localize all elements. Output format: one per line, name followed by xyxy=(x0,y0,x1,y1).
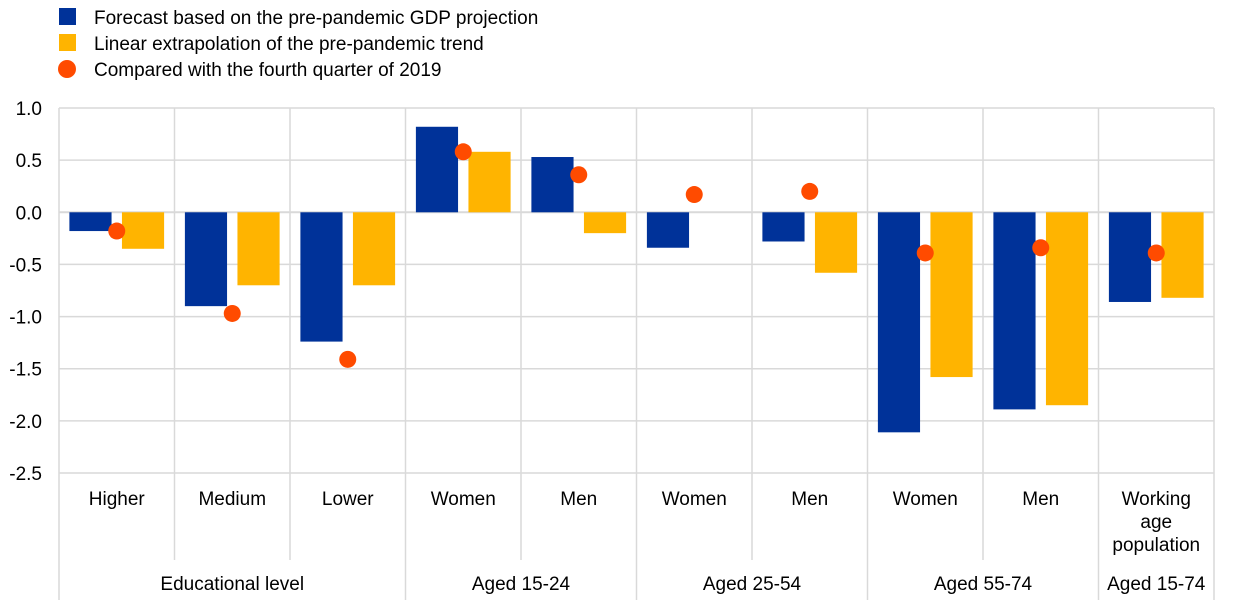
dot-q4-2019 xyxy=(801,182,819,200)
x-axis: Higher Medium Lower Women Men Women Men Women Me… xyxy=(89,489,1206,595)
group-label: Aged 15-74 xyxy=(1107,574,1206,595)
x-tick-label: Men xyxy=(791,489,828,510)
group-label: Aged 55-74 xyxy=(934,574,1033,595)
y-tick-label: -1.0 xyxy=(9,308,42,329)
dot-q4-2019 xyxy=(223,304,241,322)
legend-marker xyxy=(58,60,76,78)
legend-swatch xyxy=(59,34,76,51)
group-label: Aged 15-24 xyxy=(472,574,571,595)
y-tick-label: 0.0 xyxy=(16,203,42,224)
dot-q4-2019 xyxy=(108,222,126,240)
bar-forecast xyxy=(300,212,343,342)
legend-label: Compared with the fourth quarter of 2019 xyxy=(94,60,441,81)
x-tick-label: Women xyxy=(893,489,958,510)
x-tick-label: age xyxy=(1140,512,1172,533)
bar-forecast xyxy=(531,157,574,213)
x-tick-label: population xyxy=(1112,535,1200,556)
y-axis: 1.0 0.5 0.0 -0.5 -1.0 -1.5 -2.0 -2.5 xyxy=(9,99,42,485)
bar-extrapolation xyxy=(121,212,165,249)
y-tick-label: -0.5 xyxy=(9,255,42,276)
dot-q4-2019 xyxy=(454,143,472,161)
legend-label: Forecast based on the pre-pandemic GDP p… xyxy=(94,8,538,29)
dot-q4-2019 xyxy=(1032,239,1050,257)
bar-extrapolation xyxy=(468,151,511,213)
x-tick-label: Women xyxy=(662,489,727,510)
bar-forecast xyxy=(877,212,921,433)
bar-forecast xyxy=(69,212,112,232)
bar-extrapolation xyxy=(1161,212,1204,298)
bar-forecast xyxy=(762,212,805,242)
dot-q4-2019 xyxy=(570,166,588,184)
dot-q4-2019 xyxy=(916,244,934,262)
x-tick-label: Lower xyxy=(322,489,374,510)
legend-swatch xyxy=(59,8,76,25)
group-label: Aged 25-54 xyxy=(703,574,802,595)
dot-q4-2019 xyxy=(339,350,357,368)
bar-forecast xyxy=(1108,212,1152,302)
x-tick-label: Men xyxy=(560,489,597,510)
dot-q4-2019 xyxy=(685,186,703,204)
group-label: Educational level xyxy=(160,574,304,595)
y-tick-label: 0.5 xyxy=(16,151,42,172)
y-tick-label: -1.5 xyxy=(9,360,42,381)
legend-label: Linear extrapolation of the pre-pandemic… xyxy=(94,34,484,55)
bars xyxy=(69,126,1204,433)
y-tick-label: -2.0 xyxy=(9,412,42,433)
y-tick-label: 1.0 xyxy=(16,99,42,120)
x-tick-label: Medium xyxy=(198,489,266,510)
bar-extrapolation xyxy=(814,212,858,273)
bar-extrapolation xyxy=(352,212,396,286)
bar-forecast xyxy=(993,212,1036,410)
legend: Forecast based on the pre-pandemic GDP p… xyxy=(58,8,538,81)
bar-forecast xyxy=(646,212,690,248)
bar-extrapolation xyxy=(237,212,280,286)
x-tick-label: Higher xyxy=(89,489,146,510)
bar-extrapolation xyxy=(583,212,627,234)
bar-extrapolation xyxy=(1045,212,1089,406)
dot-q4-2019 xyxy=(1147,244,1165,262)
bar-extrapolation xyxy=(930,212,973,378)
grid xyxy=(58,107,1215,600)
x-tick-label: Women xyxy=(431,489,496,510)
x-tick-label: Working xyxy=(1122,489,1191,510)
bar-forecast xyxy=(415,126,459,213)
bar-forecast xyxy=(184,212,228,307)
x-tick-label: Men xyxy=(1022,489,1059,510)
y-tick-label: -2.5 xyxy=(9,464,42,485)
